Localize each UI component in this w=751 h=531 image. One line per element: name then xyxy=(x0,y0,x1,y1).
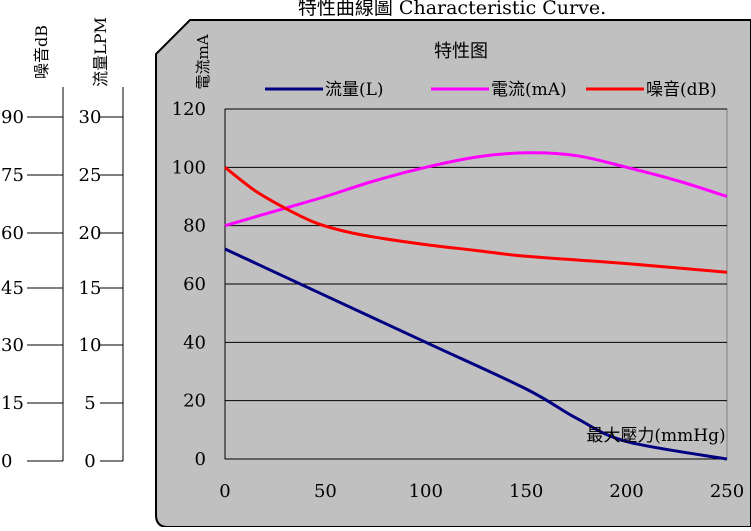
flow-tick-label: 5 xyxy=(84,393,95,414)
x-tick-label: 200 xyxy=(609,481,643,502)
noise-tick-label: 90 xyxy=(1,107,24,128)
x-tick-label: 0 xyxy=(219,481,230,502)
x-tick-label: 250 xyxy=(710,481,744,502)
flow-ticks: 30 25 20 15 10 5 0 xyxy=(79,107,123,472)
x-tick-label: 50 xyxy=(314,481,337,502)
y-tick-label: 40 xyxy=(183,332,206,353)
noise-tick-label: 75 xyxy=(1,165,24,186)
outer-axes: 噪音dB 流量LPM 90 75 60 45 30 15 0 30 25 20 15 10 5 0 xyxy=(1,17,123,472)
flow-tick-label: 30 xyxy=(79,107,102,128)
x-tick-label: 150 xyxy=(509,481,543,502)
chart-title: 特性图 xyxy=(434,41,488,62)
flow-tick-label: 0 xyxy=(84,451,95,472)
chart-caption: 特性曲線圖 Characteristic Curve. xyxy=(298,0,606,19)
noise-tick-label: 15 xyxy=(1,393,24,414)
y-tick-label: 100 xyxy=(172,157,206,178)
noise-tick-label: 45 xyxy=(1,278,24,299)
y-tick-label: 120 xyxy=(172,99,206,120)
noise-tick-label: 60 xyxy=(1,223,24,244)
noise-axis-label: 噪音dB xyxy=(32,25,51,79)
y-axis-title: 電流mA xyxy=(194,34,212,89)
flow-tick-label: 20 xyxy=(79,223,102,244)
y-tick-label: 60 xyxy=(183,274,206,295)
legend: 流量(L) 電流(mA) 噪音(dB) xyxy=(265,80,717,100)
x-tick-label: 100 xyxy=(409,481,443,502)
noise-tick-label: 30 xyxy=(1,335,24,356)
noise-tick-label: 0 xyxy=(1,451,12,472)
legend-label-3: 噪音(dB) xyxy=(646,80,717,100)
noise-ticks: 90 75 60 45 30 15 0 xyxy=(1,107,63,472)
flow-tick-label: 15 xyxy=(79,278,102,299)
x-axis-title: 最大壓力(mmHg) xyxy=(586,426,725,446)
flow-axis-label: 流量LPM xyxy=(91,17,110,87)
y-tick-label: 20 xyxy=(183,391,206,412)
y-tick-label: 80 xyxy=(183,216,206,237)
flow-tick-label: 25 xyxy=(79,165,102,186)
legend-label-2: 電流(mA) xyxy=(491,80,567,100)
legend-label-1: 流量(L) xyxy=(325,80,384,100)
flow-tick-label: 10 xyxy=(79,335,102,356)
y-tick-label: 0 xyxy=(195,449,206,470)
